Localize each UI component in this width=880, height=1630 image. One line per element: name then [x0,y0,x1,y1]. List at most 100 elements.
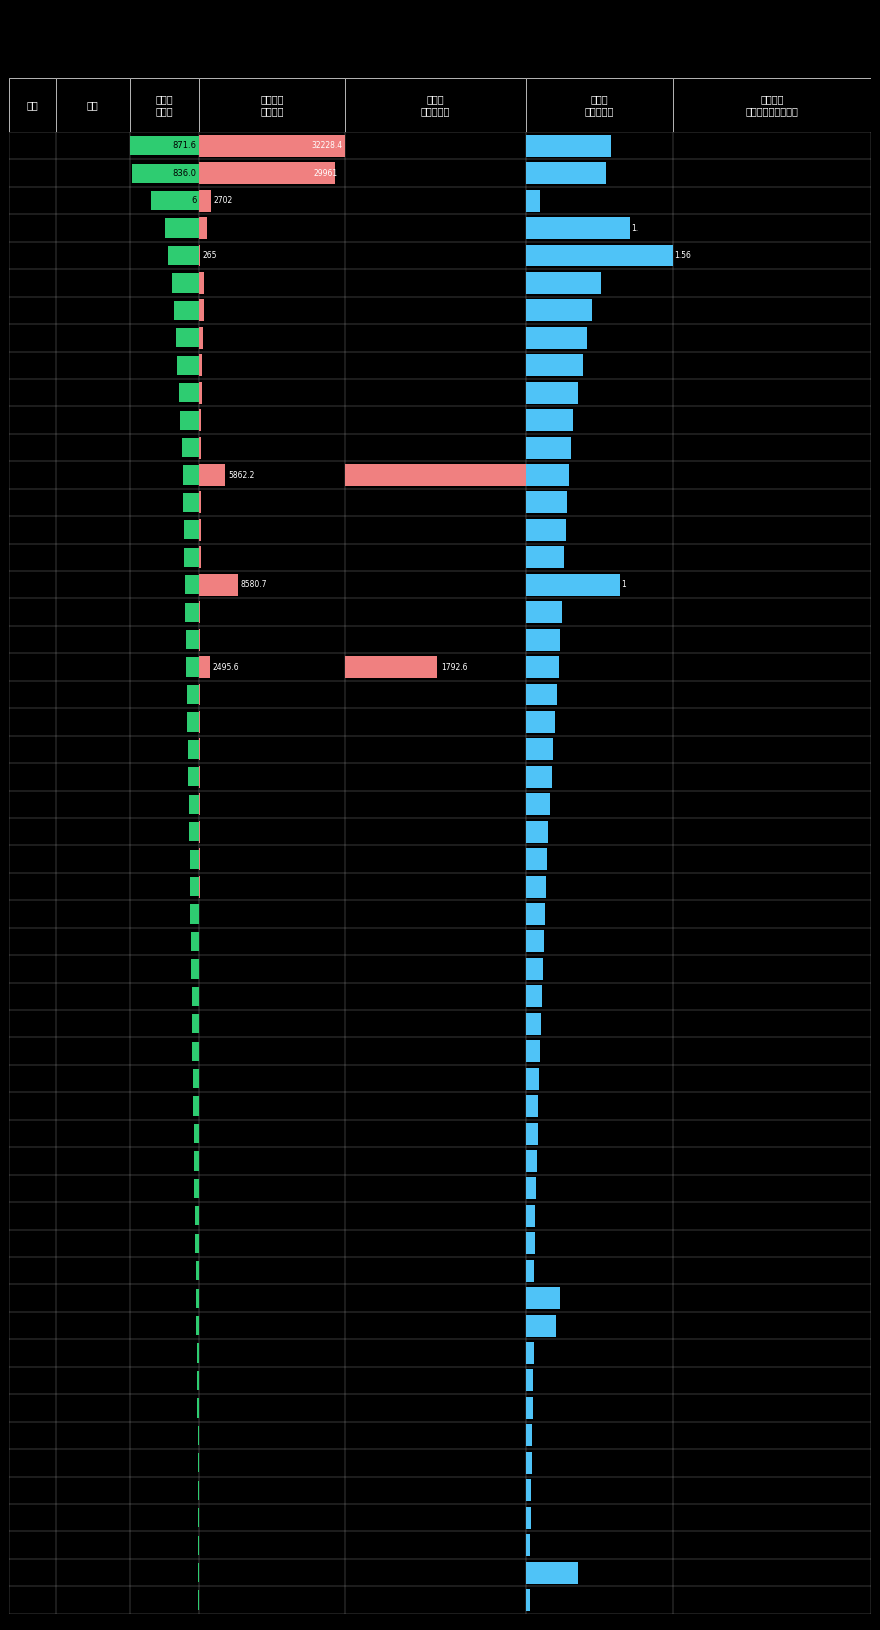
Bar [526,629,560,650]
Bar [194,1151,199,1170]
Text: 20: 20 [26,662,39,672]
Text: 1.56: 1.56 [674,251,691,261]
Text: 45: 45 [26,1348,39,1358]
Text: 27: 27 [26,854,39,864]
Bar [197,1371,199,1390]
Bar [199,354,202,377]
Bar [526,657,559,678]
Bar [526,875,546,898]
Bar [193,1069,199,1089]
Text: 29: 29 [26,910,39,919]
Text: 5: 5 [29,251,36,261]
Bar [199,189,211,212]
Text: 13: 13 [26,469,39,479]
Bar [182,438,199,456]
Bar [189,795,199,813]
Bar [199,135,345,156]
Bar [526,1425,532,1446]
Bar [526,328,587,349]
Bar [526,1177,536,1200]
Bar [187,657,199,676]
Bar [193,1097,199,1115]
Text: 46: 46 [26,1376,39,1386]
Text: 43: 43 [26,1293,39,1302]
Text: 54: 54 [26,1596,39,1606]
Bar [199,738,200,760]
Bar [345,657,437,678]
Text: 47: 47 [26,1403,39,1413]
Bar [185,575,199,595]
Text: 客运量
（万人次）: 客运量 （万人次） [421,95,451,116]
Bar [526,574,620,595]
Bar [526,1205,535,1227]
Bar [526,1288,560,1309]
Bar [199,629,201,650]
Bar [189,822,199,841]
Text: 客运强度
（万人次每公里日）: 客运强度 （万人次每公里日） [745,95,798,116]
Bar [199,244,200,266]
Bar [526,931,544,952]
Text: 50: 50 [26,1485,39,1495]
Text: 7: 7 [29,305,36,315]
Text: 9: 9 [29,360,35,370]
Text: 42: 42 [26,1267,39,1276]
Bar [172,274,199,292]
Bar [184,492,199,512]
Bar [199,683,201,706]
Bar [192,986,199,1006]
Bar [190,877,199,897]
Text: 41: 41 [26,1239,39,1249]
Bar [526,766,552,787]
Bar [526,409,573,430]
Bar [199,300,203,321]
Text: 12: 12 [26,443,39,453]
Text: 进站量
（万人次）: 进站量 （万人次） [585,95,614,116]
Bar [194,1206,199,1226]
Text: 1: 1 [621,580,627,590]
Text: 32: 32 [26,991,39,1001]
Text: 34: 34 [26,1046,39,1056]
Text: 16: 16 [26,553,39,562]
Bar [197,1399,199,1418]
Text: 5862.2: 5862.2 [228,471,254,479]
Bar [199,518,201,541]
Bar [526,1123,538,1144]
Bar [526,272,601,293]
Bar [526,1341,534,1364]
Bar [526,683,557,706]
Text: 6: 6 [29,279,35,289]
Bar [186,631,199,649]
Bar [526,300,592,321]
Text: 3: 3 [29,196,35,205]
Bar [132,163,199,183]
Bar [199,492,201,513]
Bar [199,822,200,843]
Text: 2495.6: 2495.6 [213,662,239,672]
Text: 265: 265 [202,251,217,261]
Bar [199,848,200,870]
Bar [526,903,545,924]
Bar [194,1178,199,1198]
Text: 52: 52 [26,1540,39,1550]
Bar [526,711,555,734]
Text: 836.0: 836.0 [172,168,196,178]
Text: 53: 53 [26,1568,39,1578]
Bar [526,1397,532,1418]
Bar [526,986,542,1007]
Bar [526,354,583,377]
Bar [199,794,200,815]
Bar [192,1014,199,1033]
Bar [165,218,199,238]
Bar [193,1042,199,1061]
Bar [526,1480,532,1501]
Bar [526,135,611,156]
Bar [526,492,567,513]
Bar [199,875,200,898]
Text: 33: 33 [26,1019,39,1029]
Bar [184,520,199,540]
Bar [526,794,550,815]
Text: 38: 38 [26,1156,39,1165]
Bar [526,1012,541,1035]
Bar [199,409,202,430]
Bar [196,1289,199,1307]
